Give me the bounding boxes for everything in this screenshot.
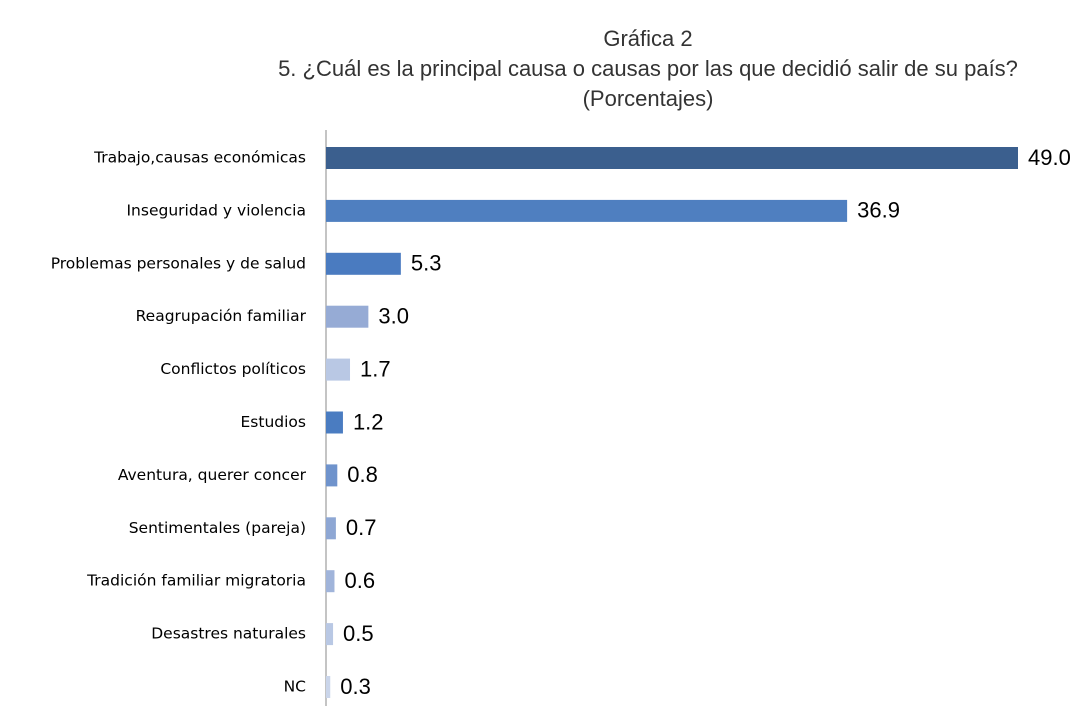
value-label: 0.7 — [346, 515, 377, 540]
bar — [326, 411, 343, 434]
bar — [326, 199, 848, 222]
category-label: Desastres naturales — [151, 625, 306, 643]
bar — [326, 464, 338, 487]
value-label: 1.7 — [360, 356, 391, 381]
value-label: 0.5 — [343, 621, 374, 646]
bar — [326, 570, 335, 593]
category-label: Trabajo,causas económicas — [93, 149, 306, 167]
category-label: Conflictos políticos — [160, 360, 306, 378]
value-label: 3.0 — [378, 304, 409, 329]
bar — [326, 623, 334, 646]
bar — [326, 517, 336, 540]
category-label: Tradición familiar migratoria — [86, 572, 306, 590]
bar — [326, 252, 401, 275]
value-label: 0.3 — [340, 674, 371, 699]
category-label: Estudios — [241, 413, 306, 431]
value-label: 49.0 — [1028, 145, 1071, 170]
chart-subtitle: (Porcentajes) — [583, 86, 714, 111]
bar — [326, 358, 351, 381]
category-label: Problemas personales y de salud — [51, 254, 306, 272]
chart-title: Gráfica 2 — [603, 26, 692, 51]
category-label: Inseguridad y violencia — [126, 201, 306, 219]
category-label: NC — [284, 678, 306, 696]
chart-subtitle: 5. ¿Cuál es la principal causa o causas … — [278, 56, 1018, 81]
bar — [326, 676, 331, 698]
bar — [326, 305, 369, 328]
value-label: 0.8 — [347, 462, 378, 487]
category-label: Aventura, querer concer — [118, 466, 307, 484]
value-label: 5.3 — [411, 251, 442, 276]
category-label: Reagrupación familiar — [136, 307, 307, 325]
value-label: 36.9 — [857, 198, 900, 223]
value-label: 0.6 — [344, 568, 375, 593]
category-label: Sentimentales (pareja) — [129, 519, 306, 537]
value-label: 1.2 — [353, 409, 384, 434]
bar — [326, 147, 1018, 169]
